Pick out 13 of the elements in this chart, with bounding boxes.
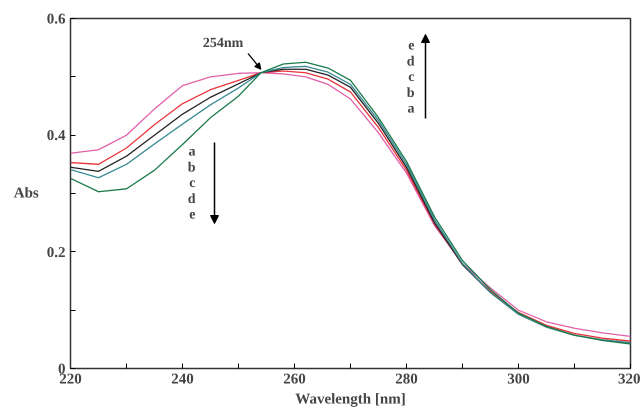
y-tick-label: 0.2 bbox=[46, 244, 66, 261]
x-tick-label: 280 bbox=[395, 372, 418, 388]
annotation: 254nm bbox=[202, 36, 244, 51]
annotation: e d c b a bbox=[406, 38, 415, 116]
x-tick-label: 240 bbox=[171, 372, 194, 388]
y-tick-label: 0.4 bbox=[46, 128, 66, 144]
y-tick-label: 0.6 bbox=[46, 12, 66, 28]
x-tick-label: 260 bbox=[283, 372, 306, 388]
x-axis-title: Wavelength [nm] bbox=[295, 392, 406, 408]
x-tick-label: 320 bbox=[618, 372, 640, 388]
x-tick-label: 300 bbox=[507, 372, 530, 388]
y-axis-title: Abs bbox=[14, 186, 39, 202]
annotation: a b c d e bbox=[188, 144, 196, 222]
